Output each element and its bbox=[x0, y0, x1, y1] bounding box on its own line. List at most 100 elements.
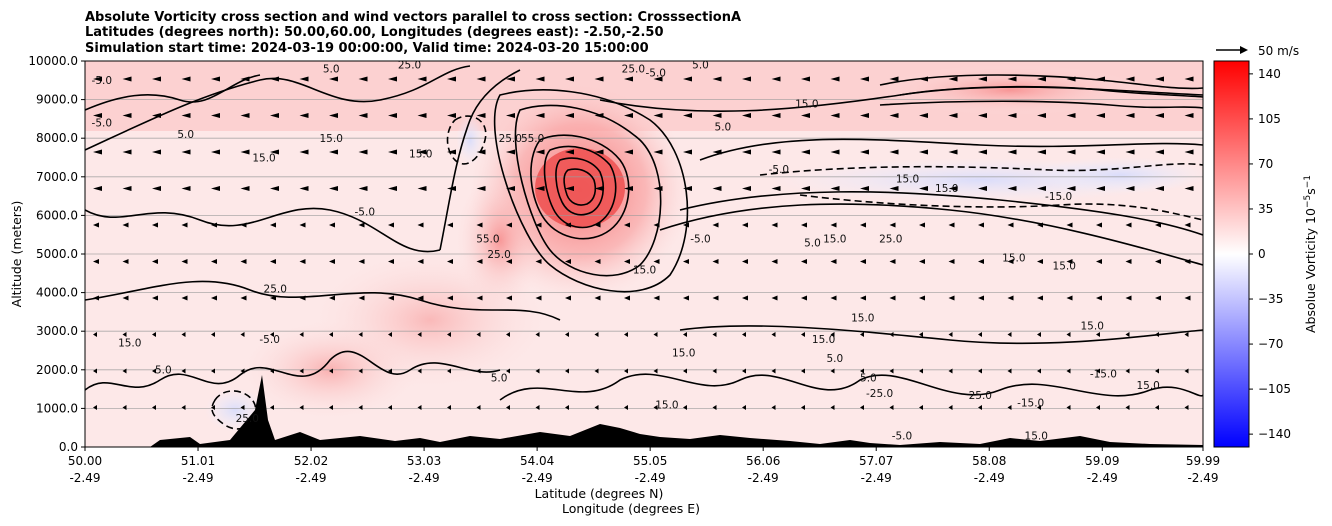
wind-vector bbox=[1096, 113, 1105, 118]
contour-label: -5.0 bbox=[892, 430, 913, 442]
wind-vector bbox=[624, 76, 633, 82]
wind-vector bbox=[1155, 259, 1161, 264]
wind-vector bbox=[122, 405, 127, 410]
contour-5-upper bbox=[85, 74, 261, 111]
wind-vector bbox=[240, 222, 247, 228]
y-tick-label: 4000.0 bbox=[36, 286, 78, 300]
contour-label: 25.0 bbox=[264, 284, 287, 296]
contour-label: 15.0 bbox=[320, 133, 343, 145]
wind-vector bbox=[594, 186, 604, 191]
wind-vector bbox=[1037, 113, 1046, 118]
contour-label: 5.0 bbox=[860, 372, 877, 384]
wind-vector bbox=[1007, 76, 1017, 82]
wind-vector bbox=[270, 76, 279, 82]
wind-vector bbox=[624, 295, 630, 301]
wind-vector bbox=[565, 259, 571, 264]
contour-label: 15.0 bbox=[633, 264, 656, 276]
wind-vector bbox=[388, 76, 397, 82]
y-tick-label: 2000.0 bbox=[36, 363, 78, 377]
contour-label: 15.0 bbox=[795, 98, 818, 110]
wind-vector bbox=[1066, 295, 1073, 301]
wind-vector bbox=[506, 113, 515, 118]
wind-vector bbox=[712, 259, 719, 264]
wind-vector bbox=[417, 76, 427, 82]
wind-vector bbox=[535, 186, 545, 191]
contour-mid-2 bbox=[679, 191, 1203, 236]
wind-vector bbox=[594, 259, 601, 264]
contour-label: 55.0 bbox=[521, 133, 544, 145]
wind-vector bbox=[1096, 259, 1102, 264]
wind-vector bbox=[683, 149, 692, 155]
wind-vector bbox=[1096, 332, 1100, 337]
wind-vector bbox=[1184, 295, 1191, 301]
x-tick-label-lat: 59.99 bbox=[1186, 454, 1220, 468]
wind-vector bbox=[122, 332, 127, 337]
wind-vector bbox=[1184, 405, 1189, 410]
contour-label: 25.0 bbox=[236, 413, 259, 425]
chart-title: Absolute Vorticity cross section and win… bbox=[85, 10, 741, 56]
y-tick-label: 0.0 bbox=[59, 440, 78, 454]
wind-vector bbox=[742, 295, 748, 301]
wind-vector bbox=[712, 368, 717, 374]
wind-vector bbox=[948, 222, 955, 228]
contour-label: 5.0 bbox=[692, 60, 709, 72]
wind-vector bbox=[594, 149, 604, 155]
wind-vector bbox=[1007, 405, 1012, 410]
wind-vector bbox=[270, 405, 274, 410]
wind-vector bbox=[1066, 332, 1071, 337]
contour-max-2 bbox=[543, 145, 617, 229]
wind-vector bbox=[860, 259, 866, 264]
wind-vector bbox=[329, 368, 333, 374]
wind-vector bbox=[653, 76, 663, 82]
wind-vector bbox=[860, 405, 864, 410]
wind-vector bbox=[594, 332, 599, 337]
x-tick-label-lon: -2.49 bbox=[409, 471, 440, 485]
wind-vector bbox=[506, 295, 512, 301]
wind-vector bbox=[830, 295, 837, 301]
colorbar-tick-label: −35 bbox=[1258, 292, 1283, 306]
wind-vector bbox=[771, 186, 781, 191]
contour-label: 15.0 bbox=[672, 347, 695, 359]
wind-vector bbox=[565, 76, 574, 82]
wind-vector bbox=[948, 186, 958, 191]
terrain bbox=[85, 375, 1203, 447]
wind-vector bbox=[919, 295, 925, 301]
x-tick-label-lon: -2.49 bbox=[974, 471, 1005, 485]
colorbar-tick-label: 35 bbox=[1258, 202, 1273, 216]
wind-vector bbox=[889, 76, 899, 82]
wind-vector bbox=[476, 332, 481, 337]
wind-vector bbox=[683, 332, 687, 337]
wind-vector bbox=[1155, 405, 1159, 410]
wind-vector bbox=[978, 76, 987, 82]
wind-vector bbox=[683, 76, 692, 82]
wind-vector bbox=[830, 405, 835, 410]
y-tick-label: 1000.0 bbox=[36, 401, 78, 415]
wind-vector bbox=[860, 295, 866, 301]
wind-vector bbox=[358, 405, 363, 410]
wind-vector bbox=[860, 149, 869, 155]
wind-vector bbox=[860, 113, 869, 118]
y-tick-label: 5000.0 bbox=[36, 247, 78, 261]
wind-vector bbox=[240, 405, 245, 410]
colorbar: 140 105 70 35 0 −35 −70 −105 −140 Absolue Vortic… bbox=[1213, 60, 1318, 448]
contour-label: 5.0 bbox=[715, 121, 732, 133]
wind-vector bbox=[1037, 368, 1041, 374]
wind-vector bbox=[152, 222, 158, 228]
wind-vector bbox=[358, 113, 368, 118]
contour-15-upper bbox=[85, 65, 471, 151]
y-tick-label: 3000.0 bbox=[36, 324, 78, 338]
x-tick-label-lon: -2.49 bbox=[1187, 471, 1218, 485]
contour-jet-1 bbox=[879, 74, 1203, 90]
wind-vector bbox=[801, 76, 810, 82]
wind-vector bbox=[181, 186, 191, 191]
wind-vector bbox=[1037, 186, 1046, 191]
wind-vector bbox=[122, 295, 129, 301]
wind-vector bbox=[1066, 113, 1076, 118]
wind-vector bbox=[978, 222, 984, 228]
wind-vector bbox=[948, 405, 953, 410]
wind-vector bbox=[1037, 332, 1041, 337]
wind-vector bbox=[447, 186, 456, 191]
wind-vector bbox=[948, 332, 953, 337]
wind-vector bbox=[240, 259, 247, 264]
wind-vector bbox=[240, 113, 250, 118]
